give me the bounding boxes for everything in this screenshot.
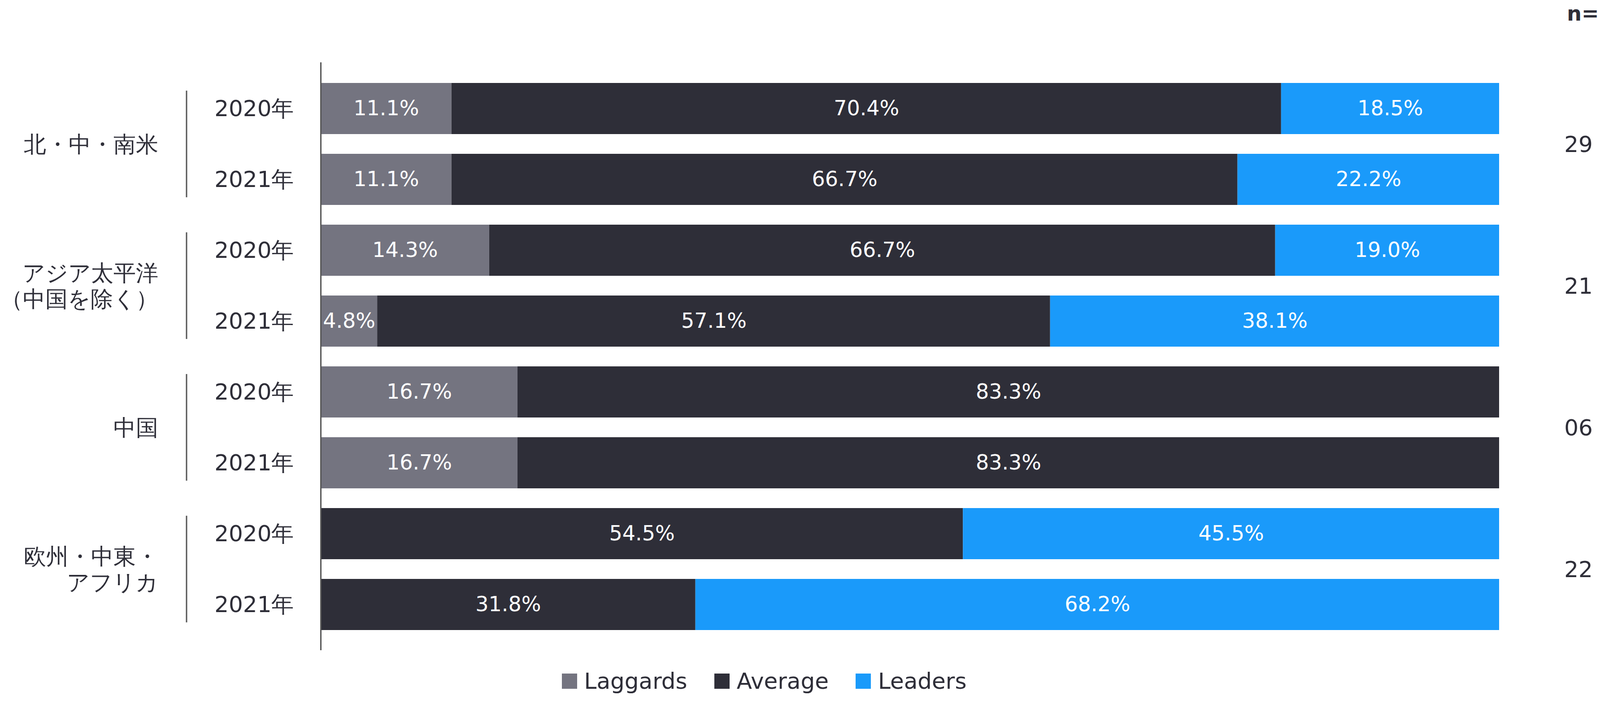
svg-text:68.2%: 68.2% (1064, 591, 1131, 617)
svg-text:アジア太平洋（中国を除く）: アジア太平洋（中国を除く） (0, 260, 159, 313)
svg-text:欧州・中東・アフリカ: 欧州・中東・アフリカ (23, 543, 159, 596)
svg-text:22.2%: 22.2% (1335, 166, 1402, 192)
svg-text:2021年: 2021年 (214, 591, 294, 618)
svg-text:70.4%: 70.4% (833, 95, 900, 121)
svg-text:14.3%: 14.3% (372, 237, 438, 262)
svg-text:2020年: 2020年 (214, 237, 294, 264)
svg-text:16.7%: 16.7% (386, 379, 453, 404)
svg-text:06: 06 (1564, 414, 1593, 441)
svg-text:2020年: 2020年 (214, 520, 294, 547)
svg-text:66.7%: 66.7% (812, 166, 878, 192)
svg-text:2021年: 2021年 (214, 308, 294, 335)
svg-text:57.1%: 57.1% (681, 308, 747, 333)
svg-text:2021年: 2021年 (214, 449, 294, 476)
svg-text:18.5%: 18.5% (1357, 95, 1423, 121)
svg-text:4.8%: 4.8% (322, 308, 376, 333)
svg-text:29: 29 (1564, 131, 1593, 158)
svg-text:22: 22 (1564, 556, 1593, 583)
svg-text:38.1%: 38.1% (1242, 308, 1308, 333)
svg-text:11.1%: 11.1% (353, 166, 419, 192)
svg-text:北・中・南米: 北・中・南米 (23, 131, 159, 158)
svg-text:19.0%: 19.0% (1354, 237, 1421, 262)
svg-text:16.7%: 16.7% (386, 450, 453, 475)
html-text:Average: Average (736, 668, 829, 695)
svg-text:11.1%: 11.1% (353, 95, 419, 121)
svg-text:n=: n= (1566, 1, 1599, 26)
svg-text:45.5%: 45.5% (1198, 521, 1265, 546)
html-text:Leaders: Leaders (878, 668, 967, 695)
svg-text:31.8%: 31.8% (475, 591, 541, 617)
svg-text:21: 21 (1564, 273, 1593, 300)
svg-text:83.3%: 83.3% (975, 379, 1042, 404)
svg-text:83.3%: 83.3% (975, 450, 1042, 475)
svg-text:2020年: 2020年 (214, 95, 294, 122)
svg-text:66.7%: 66.7% (849, 237, 916, 262)
svg-text:中国: 中国 (113, 414, 159, 441)
svg-text:54.5%: 54.5% (609, 521, 675, 546)
html-text:Laggards: Laggards (584, 668, 688, 695)
svg-text:2021年: 2021年 (214, 166, 294, 193)
svg-text:2020年: 2020年 (214, 378, 294, 405)
